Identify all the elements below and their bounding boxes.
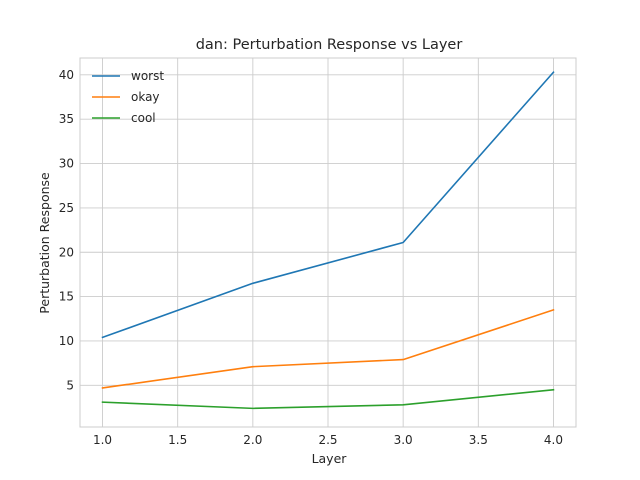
- series-line-worst: [101, 71, 555, 339]
- chart-title: dan: Perturbation Response vs Layer: [196, 37, 463, 53]
- y-tick-label: 40: [59, 68, 74, 82]
- x-tick-label: 1.5: [168, 433, 187, 447]
- y-tick-labels: 5 10 15 20 25 30 35 40: [59, 68, 74, 392]
- y-tick-label: 10: [59, 334, 74, 348]
- legend-label-cool: cool: [131, 111, 156, 125]
- legend-label-worst: worst: [131, 69, 164, 83]
- y-tick-label: 35: [59, 112, 74, 126]
- x-tick-label: 1.0: [93, 433, 112, 447]
- x-gridlines: [102, 58, 554, 427]
- x-axis-label: Layer: [312, 451, 348, 466]
- y-tick-label: 15: [59, 290, 74, 304]
- y-tick-label: 25: [59, 201, 74, 215]
- y-axis-label: Perturbation Response: [37, 172, 52, 314]
- x-tick-label: 4.0: [544, 433, 563, 447]
- y-tick-label: 20: [59, 245, 74, 259]
- series-line-cool: [101, 388, 555, 410]
- y-gridlines: [80, 74, 576, 386]
- series-line-okay: [101, 308, 555, 389]
- x-tick-label: 3.5: [469, 433, 488, 447]
- y-tick-label: 5: [66, 378, 74, 392]
- legend-label-okay: okay: [131, 90, 160, 104]
- legend: worst okay cool: [92, 69, 164, 125]
- y-tick-label: 30: [59, 157, 74, 171]
- x-tick-label: 2.0: [243, 433, 262, 447]
- x-tick-label: 2.5: [318, 433, 337, 447]
- series-lines: [101, 71, 555, 410]
- x-tick-labels: 1.0 1.5 2.0 2.5 3.0 3.5 4.0: [93, 433, 563, 447]
- x-tick-label: 3.0: [394, 433, 413, 447]
- plot-frame: [79, 57, 577, 428]
